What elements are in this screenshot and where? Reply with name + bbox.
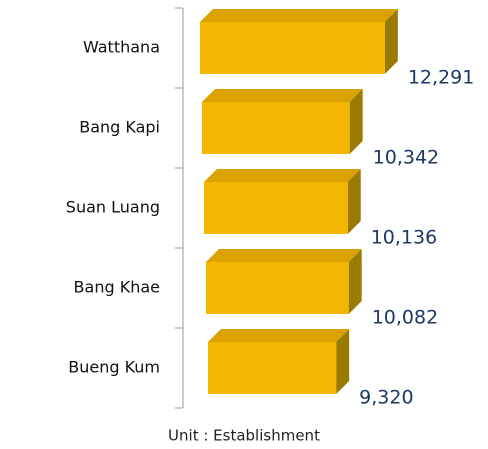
bar-top: [202, 89, 363, 102]
category-label: Suan Luang: [66, 198, 160, 217]
bar: [204, 169, 361, 234]
bar: [202, 89, 363, 154]
bar-front: [208, 342, 337, 394]
value-label: 10,342: [373, 147, 439, 169]
bar-top: [200, 9, 398, 22]
bar-side: [348, 249, 362, 314]
unit-note: Unit : Establishment: [168, 427, 320, 445]
bar-side: [384, 9, 398, 74]
value-label: 10,136: [371, 227, 437, 249]
value-label: 9,320: [359, 387, 413, 409]
category-label: Bang Kapi: [79, 118, 160, 137]
value-label: 10,082: [372, 307, 438, 329]
category-label: Bang Khae: [74, 278, 160, 297]
bar: [200, 9, 398, 74]
bar: [208, 329, 350, 394]
bar-top: [208, 329, 350, 342]
category-label: Watthana: [83, 38, 160, 57]
bar-front: [200, 22, 385, 74]
bar-front: [202, 102, 350, 154]
bar-front: [206, 262, 349, 314]
bar-top: [206, 249, 362, 262]
bar-side: [336, 329, 350, 394]
bar: [206, 249, 362, 314]
bar-side: [349, 89, 363, 154]
bar-top: [204, 169, 361, 182]
category-label: Bueng Kum: [68, 358, 160, 377]
value-label: 12,291: [408, 67, 474, 89]
bar-front: [204, 182, 348, 234]
bar-side: [347, 169, 361, 234]
